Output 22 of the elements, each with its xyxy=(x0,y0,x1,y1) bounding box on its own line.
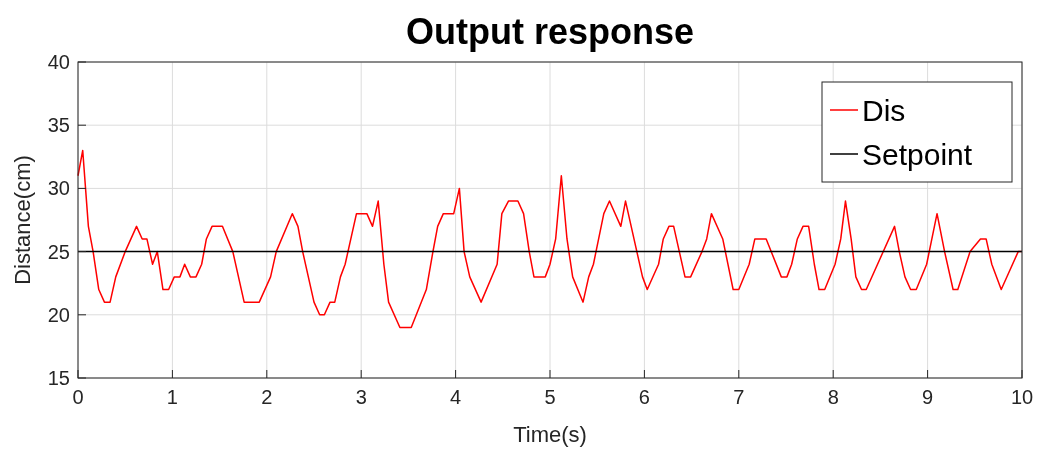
chart-title: Output response xyxy=(405,11,695,52)
x-tick-label: 3 xyxy=(355,386,367,408)
x-tick-label: 0 xyxy=(72,386,84,408)
y-axis-title: Distance(cm) xyxy=(10,155,35,285)
x-tick-label: 4 xyxy=(450,386,462,408)
x-tick-label: 5 xyxy=(544,386,556,408)
x-tick-label: 8 xyxy=(827,386,839,408)
x-tick-label: 6 xyxy=(638,386,650,408)
x-tick-label: 7 xyxy=(733,386,745,408)
y-tick-label: 40 xyxy=(47,51,70,73)
legend-label: Dis xyxy=(862,94,906,127)
y-tick-label: 35 xyxy=(47,114,70,137)
x-tick-label: 9 xyxy=(922,386,934,408)
y-tick-label: 20 xyxy=(47,303,70,326)
y-tick-label: 15 xyxy=(47,367,70,389)
legend-label: Setpoint xyxy=(862,138,973,171)
y-tick-label: 30 xyxy=(47,177,70,200)
x-tick-label: 2 xyxy=(261,386,273,408)
x-tick-label: 10 xyxy=(1010,386,1034,408)
x-axis-title: Time(s) xyxy=(513,422,587,447)
x-tick-label: 1 xyxy=(166,386,178,408)
y-tick-label: 25 xyxy=(47,240,70,263)
